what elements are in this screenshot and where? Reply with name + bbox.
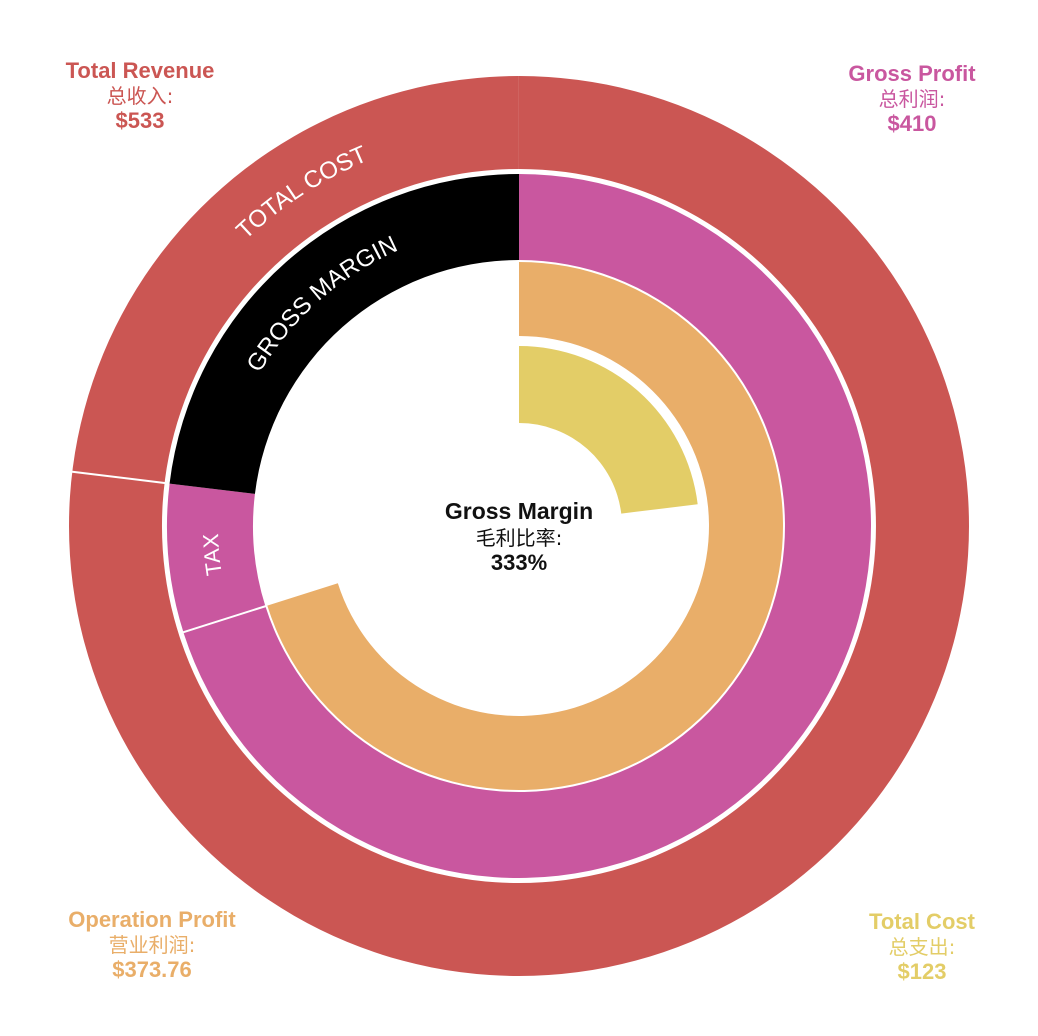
operation-profit-subtitle: 营业利润: xyxy=(108,933,196,958)
ring-gross-profit-tax xyxy=(167,483,266,633)
legend-gross-profit: Gross Profit 总利润: $410 xyxy=(812,61,1012,138)
gross-profit-title: Gross Profit xyxy=(848,61,976,86)
total-cost-value: $123 xyxy=(897,959,947,985)
ring-gross-profit-divider xyxy=(181,604,268,634)
center-title: Gross Margin xyxy=(444,498,594,524)
center-value: 333% xyxy=(490,549,548,575)
center-label: Gross Margin 毛利比率: 333% xyxy=(419,498,619,576)
ring-gross-profit-margin xyxy=(169,174,520,494)
ring-total-cost xyxy=(519,346,698,514)
total-revenue-value: $533 xyxy=(115,108,165,134)
ring-total-revenue-divider xyxy=(70,470,167,485)
gross-profit-value: $410 xyxy=(887,111,937,137)
total-revenue-title: Total Revenue xyxy=(65,58,215,83)
gross-profit-subtitle: 总利润: xyxy=(878,87,946,112)
total-cost-title: Total Cost xyxy=(869,909,975,934)
legend-total-cost: Total Cost 总支出: $123 xyxy=(822,909,1022,986)
legend-operation-profit: Operation Profit 营业利润: $373.76 xyxy=(52,907,252,984)
legend-total-revenue: Total Revenue 总收入: $533 xyxy=(40,58,240,135)
label-tax: TAX xyxy=(198,533,227,577)
total-cost-subtitle: 总支出: xyxy=(888,935,956,960)
operation-profit-title: Operation Profit xyxy=(68,907,236,932)
total-revenue-subtitle: 总收入: xyxy=(106,84,174,109)
center-subtitle: 毛利比率: xyxy=(475,525,563,550)
operation-profit-value: $373.76 xyxy=(112,957,192,983)
